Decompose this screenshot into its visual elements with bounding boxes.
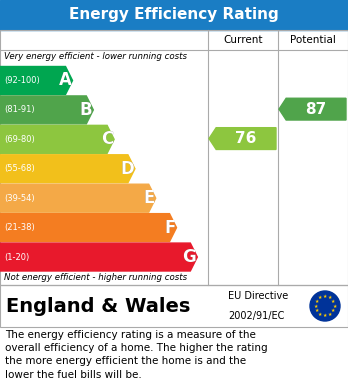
Text: E: E xyxy=(143,189,155,207)
Text: (69-80): (69-80) xyxy=(4,135,35,144)
Bar xyxy=(0,0,348,30)
Text: A: A xyxy=(59,72,72,90)
Text: (55-68): (55-68) xyxy=(4,164,35,173)
Text: D: D xyxy=(120,160,134,178)
Text: Not energy efficient - higher running costs: Not energy efficient - higher running co… xyxy=(4,273,187,283)
Text: England & Wales: England & Wales xyxy=(6,296,190,316)
Text: G: G xyxy=(183,248,196,266)
Text: ★: ★ xyxy=(315,299,319,304)
Text: (39-54): (39-54) xyxy=(4,194,34,203)
Text: ★: ★ xyxy=(318,312,323,317)
Text: B: B xyxy=(80,101,92,119)
Text: 76: 76 xyxy=(235,131,257,146)
Text: ★: ★ xyxy=(331,299,335,304)
Text: ★: ★ xyxy=(318,295,323,300)
Text: 2002/91/EC: 2002/91/EC xyxy=(228,311,284,321)
Text: 87: 87 xyxy=(306,102,327,117)
Text: E: E xyxy=(143,189,155,207)
Text: (1-20): (1-20) xyxy=(4,253,29,262)
Text: C: C xyxy=(101,130,113,148)
Text: ★: ★ xyxy=(327,312,332,317)
Text: ★: ★ xyxy=(323,294,327,299)
Text: ★: ★ xyxy=(323,313,327,318)
Text: D: D xyxy=(120,160,134,178)
Polygon shape xyxy=(0,96,93,124)
Text: Current: Current xyxy=(223,35,263,45)
Text: EU Directive: EU Directive xyxy=(228,291,288,301)
Text: ★: ★ xyxy=(327,295,332,300)
Polygon shape xyxy=(0,155,135,183)
Text: A: A xyxy=(59,72,72,90)
Text: F: F xyxy=(164,219,175,237)
Polygon shape xyxy=(0,126,114,153)
Text: ★: ★ xyxy=(331,308,335,313)
Polygon shape xyxy=(0,213,176,242)
Text: Energy Efficiency Rating: Energy Efficiency Rating xyxy=(69,7,279,23)
Polygon shape xyxy=(279,98,346,120)
Text: ★: ★ xyxy=(315,308,319,313)
Text: C: C xyxy=(101,130,113,148)
Text: Potential: Potential xyxy=(290,35,336,45)
Polygon shape xyxy=(0,66,72,95)
Text: B: B xyxy=(80,101,92,119)
Bar xyxy=(0,285,348,327)
Text: (81-91): (81-91) xyxy=(4,106,34,115)
Text: G: G xyxy=(183,248,196,266)
Text: (92-100): (92-100) xyxy=(4,76,40,85)
Text: (21-38): (21-38) xyxy=(4,223,35,232)
Polygon shape xyxy=(0,184,156,212)
Text: ★: ★ xyxy=(313,303,318,308)
Text: F: F xyxy=(164,219,175,237)
Text: Very energy efficient - lower running costs: Very energy efficient - lower running co… xyxy=(4,52,187,61)
Text: The energy efficiency rating is a measure of the
overall efficiency of a home. T: The energy efficiency rating is a measur… xyxy=(5,330,268,380)
Bar xyxy=(0,30,348,285)
Text: ★: ★ xyxy=(332,303,337,308)
Polygon shape xyxy=(0,243,197,271)
Polygon shape xyxy=(209,128,276,149)
Circle shape xyxy=(310,291,340,321)
